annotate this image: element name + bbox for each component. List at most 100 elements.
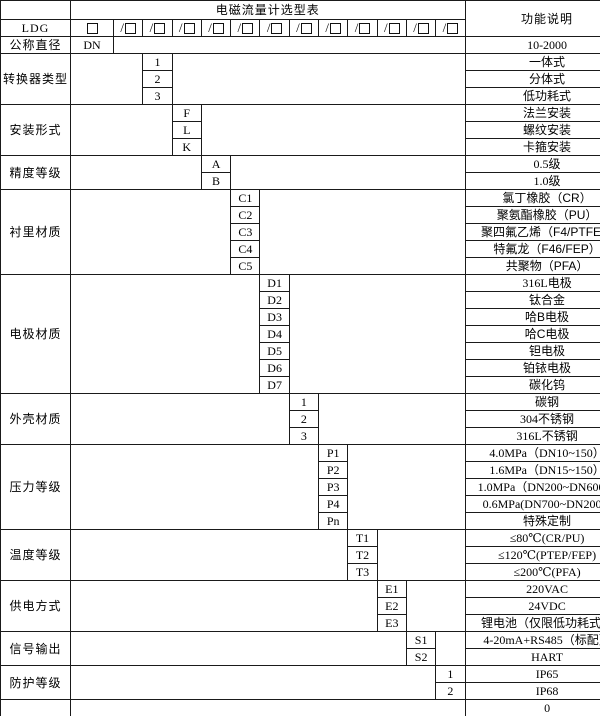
option-code-8-1[interactable]: T2 [347,546,378,564]
model-box-9[interactable]: / [347,19,378,37]
option-code-9-2[interactable]: E3 [376,614,407,632]
model-box-0[interactable] [70,19,114,37]
option-code-10-0[interactable]: S1 [405,631,437,649]
option-code-7-3[interactable]: P4 [318,495,349,513]
param-name-2: 安装形式 [0,104,71,156]
table-row: 2 304不锈钢 [1,410,600,428]
option-code-4-4[interactable]: C5 [230,257,261,275]
option-code-5-4[interactable]: D5 [259,342,290,360]
model-box-8[interactable]: / [318,19,349,37]
option-desc-2-2: 卡箍安装 [464,138,600,156]
option-code-5-6[interactable]: D7 [259,376,290,394]
checkbox-square[interactable] [447,22,459,34]
option-code-12-0[interactable]: 0 [464,699,600,716]
model-box-2[interactable]: / [142,19,173,37]
option-desc-4-0: 氯丁橡胶（CR） [464,189,600,207]
option-code-8-0[interactable]: T1 [347,529,378,547]
stair-right-filler-1 [171,53,466,105]
option-desc-5-4: 钽电极 [464,342,600,360]
stair-right-filler-6 [318,393,466,445]
stair-left-filler-5 [69,274,261,394]
option-code-5-3[interactable]: D4 [259,325,290,343]
param-name-3: 精度等级 [0,155,71,190]
stair-right-filler-3 [230,155,466,190]
checkbox-square[interactable] [388,22,400,34]
checkbox-square[interactable] [124,22,136,34]
title-row: 电磁流量计选型表 功能说明 [0,0,600,37]
checkbox-square[interactable] [183,22,195,34]
stair-left-filler-8 [69,529,349,581]
option-code-5-5[interactable]: D6 [259,359,290,377]
option-code-5-1[interactable]: D2 [259,291,290,309]
option-code-4-2[interactable]: C3 [230,223,261,241]
stair-left-filler-6 [70,393,290,445]
model-box-10[interactable]: / [376,19,407,37]
option-code-8-2[interactable]: T3 [347,563,378,581]
option-code-3-0[interactable]: A [200,155,232,173]
table-row: 3 低功耗式 [1,87,600,105]
option-code-7-4[interactable]: Pn [318,512,349,530]
checkbox-square[interactable] [86,23,98,35]
checkbox-square[interactable] [271,22,283,34]
model-box-6[interactable]: / [259,19,290,37]
option-code-5-0[interactable]: D1 [259,274,290,292]
option-code-6-1[interactable]: 2 [288,410,320,428]
dn-span [113,36,466,54]
checkbox-square[interactable] [300,22,312,34]
checkbox-square[interactable] [417,22,429,34]
stair-left-filler-3 [70,155,202,190]
option-code-7-1[interactable]: P2 [318,461,349,479]
checkbox-square[interactable] [359,22,371,34]
option-code-10-1[interactable]: S2 [405,648,437,666]
option-desc-9-2: 锂电池（仅限低功耗式） [464,614,600,632]
option-code-7-2[interactable]: P3 [318,478,349,496]
option-code-4-3[interactable]: C4 [230,240,261,258]
slash-separator: / [266,19,271,35]
option-desc-10-1: HART [464,648,600,666]
model-box-4[interactable]: / [200,19,232,37]
option-code-1-0[interactable]: 1 [142,53,173,71]
option-code-11-0[interactable]: 1 [435,665,466,683]
option-code-3-1[interactable]: B [200,172,232,190]
option-desc-1-0: 一体式 [464,53,600,71]
table-row: D6 铂铱电极 [1,359,600,377]
checkbox-square[interactable] [330,22,342,34]
option-code-9-0[interactable]: E1 [376,580,407,598]
option-code-1-1[interactable]: 2 [142,70,173,88]
model-box-3[interactable]: / [171,19,202,37]
model-box-1[interactable]: / [112,19,144,37]
option-code-2-0[interactable]: F [171,104,202,122]
option-code-6-0[interactable]: 1 [288,393,320,411]
checkbox-square[interactable] [154,22,166,34]
table-row: P4 0.6MPa(DN700~DN2000) [1,495,600,513]
model-box-12[interactable]: / [435,19,466,37]
option-code-4-1[interactable]: C2 [230,206,261,224]
option-code-2-1[interactable]: L [171,121,202,139]
stair-left-filler-7 [69,444,320,530]
option-code-6-2[interactable]: 3 [288,427,320,445]
param-name-1: 转换器类型 [0,53,71,105]
option-code-4-0[interactable]: C1 [230,189,261,207]
option-desc-2-1: 螺纹安装 [464,121,600,139]
param-name-6: 外壳材质 [0,393,71,445]
checkbox-square[interactable] [212,22,224,34]
stair-left-filler-10 [70,631,407,666]
model-box-11[interactable]: / [405,19,437,37]
option-desc-4-3: 特氟龙（F46/FEP） [464,240,600,258]
checkbox-square[interactable] [242,22,254,34]
option-desc-9-1: 24VDC [464,597,600,615]
option-code-5-2[interactable]: D3 [259,308,290,326]
param-name-4: 衬里材质 [0,189,71,275]
slash-separator: / [149,19,154,35]
option-code-2-2[interactable]: K [171,138,202,156]
table-row: 2 IP68 [1,682,600,700]
model-box-5[interactable]: / [230,19,261,37]
option-code-7-0[interactable]: P1 [318,444,349,462]
option-code-11-1[interactable]: 2 [435,682,466,700]
option-code-9-1[interactable]: E2 [376,597,407,615]
model-box-7[interactable]: / [288,19,320,37]
slash-separator: / [442,19,447,35]
option-desc-0-0: 10-2000 [464,36,600,54]
option-code-1-2[interactable]: 3 [142,87,173,105]
